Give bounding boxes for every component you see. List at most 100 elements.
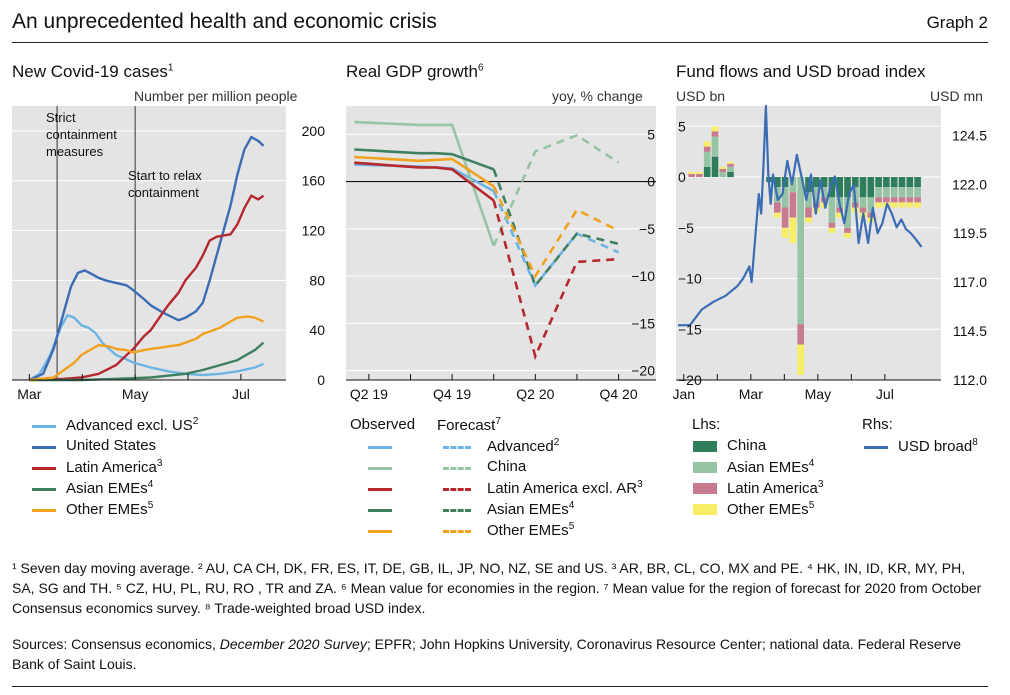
- panel2-title: Real GDP growth6: [346, 62, 484, 81]
- panel3-bar: [906, 177, 914, 188]
- panel3-line: [678, 104, 923, 327]
- panel2-legend-item: Asian EMEs4: [443, 500, 574, 518]
- panel2-units: yoy, % change: [552, 88, 643, 104]
- panel3-bar: [906, 187, 914, 198]
- legend-label: Other EMEs: [487, 522, 569, 539]
- panel2-legend-item: Advanced2: [443, 437, 559, 455]
- panel2-legend-forecast: Forecast7: [437, 416, 501, 434]
- panel1-y-tick-label: 80: [309, 272, 325, 288]
- legend-sample: [443, 488, 471, 491]
- panel1-y-tick-label: 160: [302, 173, 326, 189]
- panel2-x-tick-label: Q2 19: [350, 386, 388, 402]
- panel3-bar: [890, 202, 898, 208]
- panel1-y-tick-label: 120: [302, 223, 326, 239]
- panel3-bar: [703, 146, 711, 152]
- panel3-bar: [836, 207, 843, 213]
- panel3-y-right-tick-label: 117.0: [953, 274, 987, 290]
- panel3-bar: [914, 187, 921, 198]
- panel2-y-tick-label: −20: [631, 363, 655, 379]
- panel3-bars: [688, 126, 921, 375]
- panel3-bar: [898, 187, 906, 198]
- panel3-bar: [813, 187, 820, 203]
- panel3-bar: [859, 207, 867, 213]
- panel1-series-line: [29, 341, 265, 382]
- legend-label: Asian EMEs: [487, 501, 569, 518]
- panel2-legend-observed: Observed: [350, 416, 416, 433]
- panel2-plot-bg: [346, 106, 656, 380]
- panel3-bar: [820, 177, 828, 188]
- panel3-bar: [828, 227, 836, 233]
- panel3-plot-bg: [676, 106, 941, 380]
- legend-sample: [864, 446, 888, 449]
- panel3-bar: [688, 174, 695, 177]
- panel3-bar: [898, 177, 906, 188]
- panel3-bar: [797, 324, 804, 345]
- bottom-rule: [12, 686, 988, 687]
- panel3-bar: [781, 227, 789, 238]
- panel3-bar: [797, 344, 804, 375]
- panel3-y-left-tick-label: 0: [678, 169, 686, 185]
- panel2-legend-item: Latin America excl. AR3: [443, 479, 643, 497]
- panel1-y-tick-label: 200: [302, 123, 326, 139]
- top-rule: [12, 42, 988, 43]
- panel2-y-tick-label: −15: [631, 315, 655, 331]
- legend-label: United States: [66, 437, 157, 454]
- legend-label: Advanced: [487, 438, 554, 455]
- panel1-title: New Covid-19 cases1: [12, 62, 174, 81]
- panel3-bar: [727, 172, 734, 178]
- panel2-legend-observed-sample: [368, 530, 392, 533]
- panel2-legend-observed-sample: [368, 467, 392, 470]
- panel3-rhs-label: Rhs:: [862, 416, 893, 433]
- panel3-x-tick-label: Jul: [876, 386, 894, 402]
- panel2-legend-observed-sample: [368, 488, 392, 491]
- panel2-legend-observed-sample: [368, 509, 392, 512]
- panel3-x-tick-label: Jan: [673, 386, 696, 402]
- panel2-axes: Q2 19 Q4 19 Q2 20 Q4 20 −20 −15 −10 −5 0 5: [346, 126, 656, 402]
- panel3-bar: [914, 177, 921, 188]
- legend-sample: [693, 441, 717, 452]
- panel2-observed-line: [354, 148, 495, 171]
- panel3-bar: [859, 197, 867, 208]
- panel3-bar: [703, 166, 711, 177]
- annot-strict-containment: Strict containment measures: [46, 110, 117, 159]
- panel2-legend-observed-sample: [368, 446, 392, 449]
- panel3-usd-line: [678, 104, 923, 327]
- panel3-bar: [781, 187, 789, 208]
- panel3-bar: [774, 202, 781, 213]
- legend-label: China: [727, 437, 767, 454]
- panel2-observed-line: [354, 155, 495, 188]
- legend-sample: [693, 483, 717, 494]
- panel3-y-left-tick-label: −5: [678, 220, 694, 236]
- panel2-forecast-line: [492, 168, 619, 289]
- panel3-bar: [719, 166, 727, 169]
- panel2-forecast-line: [492, 200, 619, 361]
- panel3-y-right-tick-label: 122.0: [952, 176, 987, 192]
- panel2-legend-item: Other EMEs5: [443, 521, 574, 539]
- panel3-bar: [820, 187, 828, 198]
- panel3-bar: [696, 172, 703, 174]
- annot-relax-containment: Start to relax containment: [128, 168, 202, 200]
- panel1-x-tick-label: May: [122, 386, 148, 402]
- panel3-bar: [898, 197, 906, 203]
- legend-label: Other EMEs: [66, 501, 148, 518]
- panel3-bar: [719, 172, 727, 178]
- panel3-bar: [703, 141, 711, 147]
- panel3-axes: Jan Mar May Jul −20 −15 −10 −5 0 5 112.0 114.5 117.0…: [673, 118, 988, 402]
- panel3-bar: [774, 177, 781, 188]
- panel3-bar: [859, 177, 867, 198]
- panel3-bar: [703, 151, 711, 167]
- panel3-bar: [867, 177, 875, 198]
- panel1-legend-item: Advanced excl. US2: [32, 416, 198, 434]
- panel2-x-tick-label: Q4 19: [433, 386, 471, 402]
- panel3-bar: [836, 212, 843, 218]
- panel3-bar: [774, 212, 781, 218]
- legend-label: Advanced excl. US: [66, 417, 193, 434]
- panel3-legend-lhs-item: Other EMEs5: [693, 500, 814, 518]
- legend-sample: [32, 425, 56, 428]
- panel3-bar: [711, 131, 719, 137]
- panel3-x-tick-label: May: [805, 386, 831, 402]
- panel2-forecast-line: [492, 133, 620, 247]
- panel3-bar: [867, 197, 875, 213]
- panel3-y-right-tick-label: 114.5: [953, 323, 987, 339]
